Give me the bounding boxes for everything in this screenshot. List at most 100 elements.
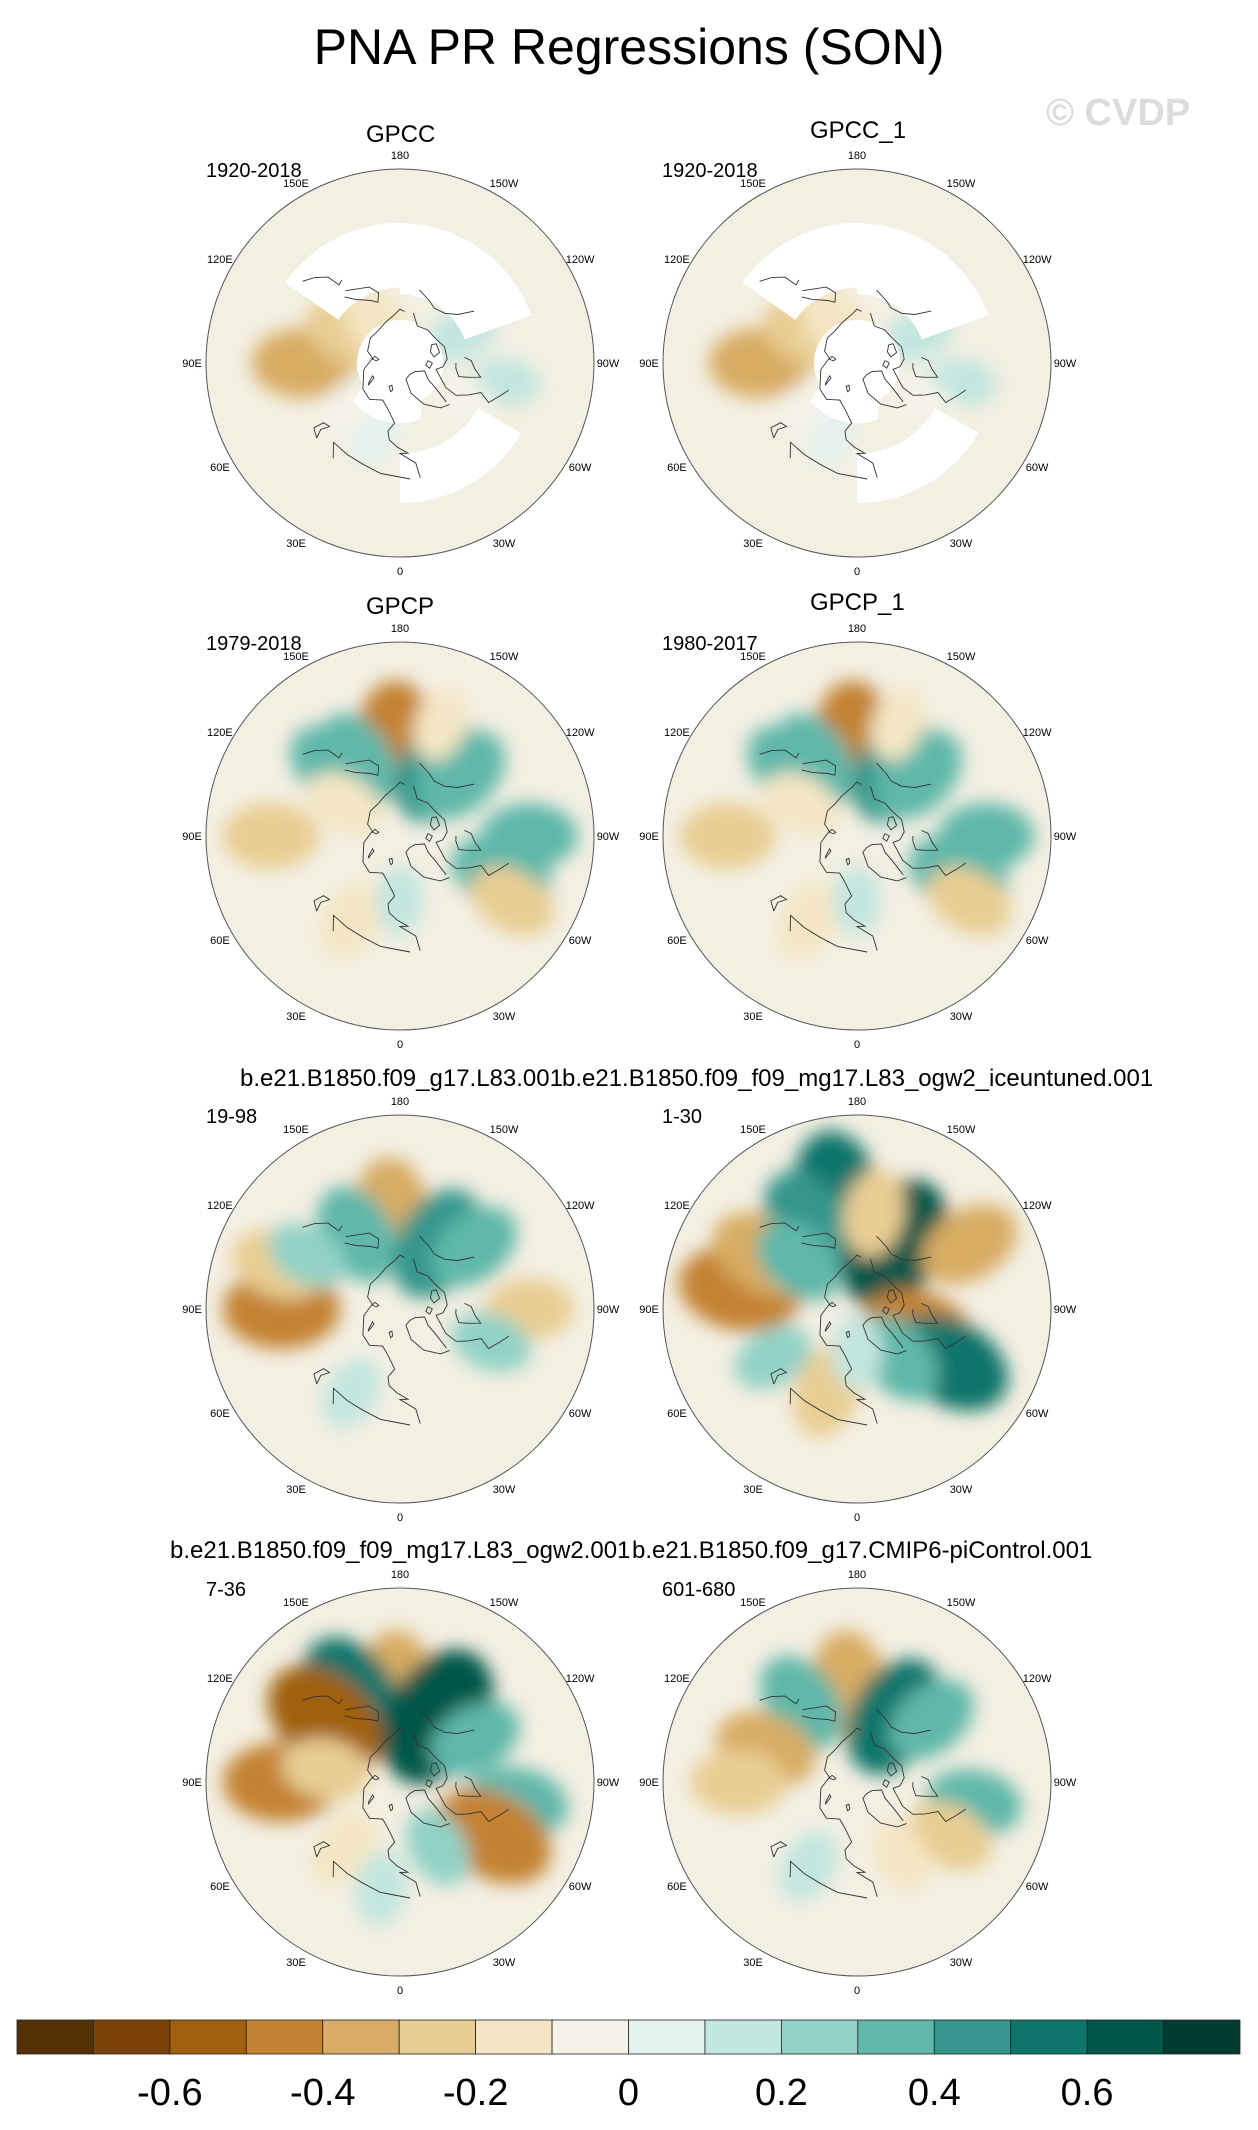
coastline — [876, 1235, 932, 1261]
longitude-label: 150W — [947, 1597, 976, 1609]
longitude-label: 180 — [391, 150, 409, 162]
coastline — [801, 286, 837, 303]
longitude-label: 0 — [854, 566, 860, 578]
longitude-label: 0 — [397, 1985, 403, 1997]
anomaly-9 — [310, 1811, 379, 1885]
longitude-label: 30E — [286, 1484, 306, 1496]
longitude-label: 180 — [848, 150, 866, 162]
coastline — [412, 1731, 510, 1823]
coastline — [371, 1301, 380, 1308]
longitude-label: 30W — [493, 1484, 516, 1496]
coastline — [882, 1306, 890, 1315]
panel-title: b.e21.B1850.f09_f09_mg17.L83_ogw2_iceunt… — [562, 1065, 1154, 1092]
coastlines — [302, 276, 510, 480]
coastline — [845, 384, 851, 393]
longitude-label: 30W — [950, 1957, 973, 1969]
longitude-label: 180 — [848, 1569, 866, 1581]
longitude-label: 30W — [493, 1011, 516, 1023]
anomaly-11 — [734, 1325, 812, 1390]
coastline — [302, 749, 343, 759]
coastline — [388, 384, 394, 393]
coastline — [824, 847, 832, 859]
coastline — [869, 1258, 967, 1350]
coastline — [819, 308, 862, 432]
coastline — [332, 914, 411, 953]
longitude-label: 60W — [569, 1408, 592, 1420]
coastline — [828, 1301, 837, 1308]
longitude-label: 150E — [283, 1124, 309, 1136]
anomaly-3 — [888, 1679, 974, 1760]
coastline — [419, 1235, 475, 1261]
map-outline — [205, 641, 595, 1031]
anomaly-10 — [305, 771, 383, 836]
longitude-label: 90E — [182, 831, 202, 843]
ocean-mask — [400, 222, 532, 340]
coastlines — [759, 749, 967, 953]
longitude-label: 0 — [397, 1039, 403, 1051]
longitude-label: 120W — [1023, 727, 1052, 739]
longitude-label: 150E — [283, 651, 309, 663]
coastline — [344, 1232, 380, 1249]
longitude-label: 180 — [391, 623, 409, 635]
colorbar-swatch — [704, 2019, 782, 2055]
panel-title: b.e21.B1850.f09_f09_mg17.L83_ogw2.001 — [170, 1537, 631, 1564]
period-label: 1920-2018 — [206, 160, 302, 182]
coastline — [759, 749, 800, 759]
anomaly-12 — [376, 866, 424, 936]
ocean-mask — [742, 222, 857, 320]
coastline — [362, 308, 405, 432]
longitude-label: 120W — [566, 1200, 595, 1212]
longitude-label: 150W — [490, 651, 519, 663]
map-outline — [662, 1587, 1052, 1977]
anomaly-8 — [679, 803, 776, 869]
coastline — [388, 857, 394, 866]
coastline — [419, 289, 475, 315]
coastline — [412, 785, 510, 877]
panel-title: GPCP_1 — [810, 589, 905, 616]
longitude-label: 60E — [210, 1408, 230, 1420]
coastline — [371, 1774, 380, 1781]
coastline — [344, 286, 380, 303]
coastline — [886, 343, 898, 358]
coastline — [419, 1708, 475, 1734]
colorbar-tick-label: 0.2 — [755, 2072, 808, 2114]
colorbar-swatch — [322, 2019, 400, 2055]
coastline — [789, 1387, 868, 1426]
coastlines — [302, 1222, 510, 1426]
coastline — [302, 276, 343, 286]
coastline — [405, 1789, 450, 1828]
longitude-label: 120W — [1023, 1673, 1052, 1685]
coastline — [388, 1803, 394, 1812]
coastline — [824, 1793, 832, 1805]
coastline — [367, 847, 375, 859]
coastline — [455, 1302, 482, 1324]
longitude-label: 30E — [286, 1957, 306, 1969]
longitude-label: 30W — [493, 1957, 516, 1969]
map-outline — [662, 168, 1052, 558]
colorbar-swatch — [93, 2019, 171, 2055]
colorbar-tick-label: 0 — [618, 2072, 639, 2114]
coastline — [912, 1775, 939, 1797]
coastline — [770, 895, 788, 912]
anomaly-8 — [322, 1357, 381, 1429]
longitude-label: 90E — [639, 831, 659, 843]
coastline — [362, 1727, 405, 1851]
coastline — [302, 1695, 343, 1705]
coastline — [886, 816, 898, 831]
missing-data-mask — [810, 319, 901, 424]
coastline — [367, 1793, 375, 1805]
polar-map-model-ogw2-iceuntuned: 180 150E 120E 90E 60E 30E 0 30W 60W 90W 120W 150W — [639, 1096, 1077, 1524]
longitude-label: 60E — [210, 462, 230, 474]
longitude-label: 30W — [950, 1484, 973, 1496]
anomaly-9 — [756, 1220, 842, 1301]
coastline — [912, 1302, 939, 1324]
longitude-label: 0 — [397, 1512, 403, 1524]
longitude-label: 30E — [286, 538, 306, 550]
coastline — [819, 1727, 862, 1851]
coastline — [869, 312, 967, 404]
anomaly-9 — [268, 1223, 346, 1287]
coastline — [332, 1387, 411, 1426]
coastline — [387, 1376, 421, 1424]
anomaly-3 — [431, 1206, 517, 1287]
longitude-label: 60E — [667, 462, 687, 474]
